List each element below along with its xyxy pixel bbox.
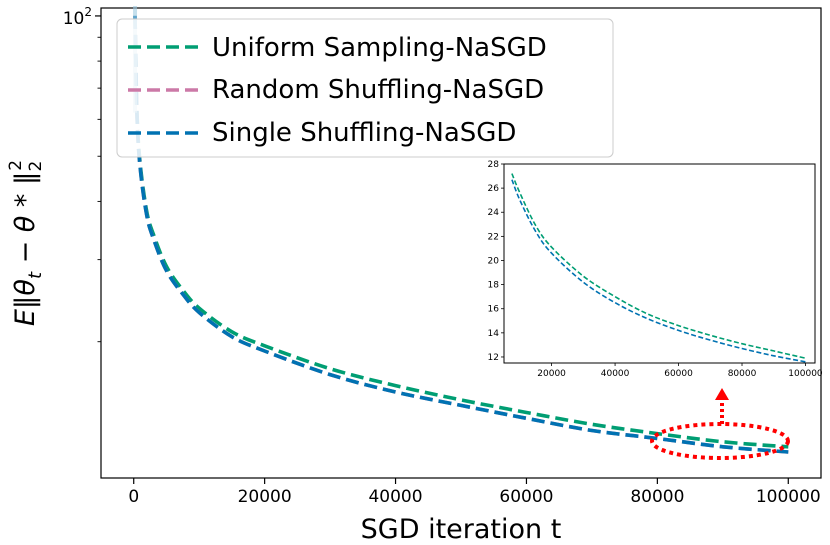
main-x-axis: 0 20000 40000 60000 80000 100000 — [128, 478, 821, 507]
svg-text:80000: 80000 — [728, 369, 757, 379]
svg-text:20: 20 — [488, 256, 500, 266]
svg-text:12: 12 — [488, 353, 499, 363]
svg-text:28: 28 — [488, 160, 500, 170]
x-tick: 100000 — [756, 478, 821, 507]
svg-text:20000: 20000 — [238, 487, 292, 507]
inset-y-tick: 22 — [488, 232, 504, 242]
inset-y-tick: 16 — [488, 305, 504, 315]
inset-y-tick: 26 — [488, 184, 504, 194]
svg-text:14: 14 — [488, 329, 500, 339]
x-tick: 40000 — [368, 478, 423, 507]
inset-x-tick: 100000 — [788, 363, 823, 379]
svg-text:Uniform Sampling-NaSGD: Uniform Sampling-NaSGD — [212, 33, 547, 63]
svg-text:Random Shuffling-NaSGD: Random Shuffling-NaSGD — [212, 75, 544, 105]
inset-x-tick: 40000 — [601, 363, 630, 379]
inset-x-axis: 20000 40000 60000 80000 100000 — [537, 363, 823, 379]
y-tick-major: 102 — [63, 5, 101, 29]
svg-text:80000: 80000 — [630, 487, 684, 507]
inset-series-single-shuffling — [511, 179, 806, 363]
x-tick: 80000 — [630, 478, 684, 507]
inset-y-tick: 14 — [488, 329, 504, 339]
y-axis-label: E‖θt − θ * ‖22 — [6, 160, 46, 326]
inset-series-uniform-sampling — [511, 173, 806, 359]
zoom-arrow-head — [715, 388, 729, 400]
x-tick: 60000 — [499, 478, 554, 507]
svg-text:100000: 100000 — [788, 369, 823, 379]
x-tick: 0 — [128, 478, 139, 507]
x-axis-label: SGD iteration t — [361, 514, 562, 545]
svg-text:0: 0 — [128, 487, 139, 507]
x-tick: 20000 — [238, 478, 292, 507]
inset-y-tick: 28 — [488, 160, 504, 170]
legend-entry-uniform: Uniform Sampling-NaSGD — [128, 33, 547, 63]
inset-y-tick: 12 — [488, 353, 504, 363]
svg-text:18: 18 — [488, 281, 500, 291]
svg-text:40000: 40000 — [601, 369, 630, 379]
legend: Uniform Sampling-NaSGD Random Shuffling-… — [116, 18, 614, 158]
svg-text:40000: 40000 — [368, 487, 422, 507]
legend-frame — [116, 18, 614, 158]
svg-text:26: 26 — [488, 184, 500, 194]
inset-x-tick: 60000 — [664, 363, 693, 379]
legend-entry-single: Single Shuffling-NaSGD — [128, 118, 516, 148]
svg-text:16: 16 — [488, 305, 500, 315]
inset-y-tick: 18 — [488, 281, 504, 291]
inset-series-group — [511, 173, 806, 363]
svg-text:Single Shuffling-NaSGD: Single Shuffling-NaSGD — [212, 118, 516, 148]
legend-entry-random: Random Shuffling-NaSGD — [128, 75, 544, 105]
svg-text:24: 24 — [488, 208, 500, 218]
inset-x-tick: 20000 — [537, 363, 566, 379]
svg-text:22: 22 — [488, 232, 499, 242]
y-tick-label: 102 — [63, 5, 92, 29]
svg-text:60000: 60000 — [499, 487, 553, 507]
y-minor-ticks — [97, 36, 101, 343]
svg-text:100000: 100000 — [756, 487, 821, 507]
inset-chart: 12 14 16 18 20 22 24 26 28 20000 40000 6… — [482, 158, 823, 379]
inset-x-tick: 80000 — [728, 363, 757, 379]
svg-text:60000: 60000 — [664, 369, 693, 379]
inset-frame — [503, 163, 816, 364]
inset-y-tick: 24 — [488, 208, 504, 218]
inset-y-axis: 12 14 16 18 20 22 24 26 28 — [488, 160, 504, 363]
series-line-single-shuffling — [133, 15, 789, 454]
inset-background — [482, 158, 820, 370]
svg-text:20000: 20000 — [537, 369, 566, 379]
inset-y-tick: 20 — [488, 256, 504, 266]
main-plot-frame — [100, 7, 822, 479]
svg-text:E‖θt − θ * ‖22: E‖θt − θ * ‖22 — [6, 160, 46, 326]
